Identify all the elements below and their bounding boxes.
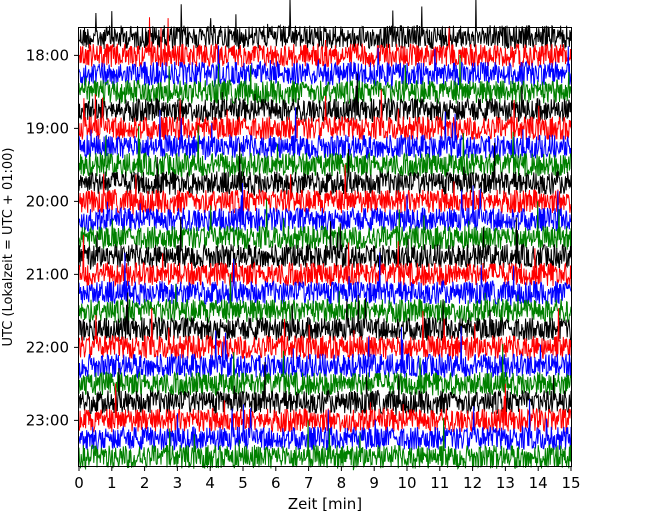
x-tick-label: 11 <box>430 474 449 492</box>
x-tick-label: 6 <box>271 474 281 492</box>
trace-row-7 <box>78 125 572 178</box>
y-tick-label: 20:00 <box>26 192 69 210</box>
y-axis: 18:00 19:00 20:00 21:00 22:00 23:00 <box>26 46 79 429</box>
trace-row-9 <box>78 164 572 215</box>
trace-row-6 <box>78 107 572 163</box>
trace-row-21 <box>78 383 572 437</box>
x-axis: 0 1 2 3 4 5 6 7 8 9 10 11 12 13 14 15 <box>74 466 581 492</box>
trace-row-15 <box>78 273 572 324</box>
x-tick-label: 4 <box>205 474 215 492</box>
trace-row-14 <box>78 252 572 307</box>
trace-row-16 <box>78 292 572 346</box>
trace-row-11 <box>78 198 572 256</box>
trace-row-3 <box>78 54 572 106</box>
x-tick-label: 14 <box>529 474 548 492</box>
trace-row-22 <box>78 399 572 456</box>
x-tick-label: 12 <box>463 474 482 492</box>
y-tick-label: 19:00 <box>26 119 69 137</box>
x-tick-label: 8 <box>337 474 347 492</box>
trace-row-18 <box>78 326 572 382</box>
x-tick-label: 9 <box>369 474 379 492</box>
trace-row-17 <box>78 308 572 365</box>
trace-row-19 <box>78 343 572 398</box>
y-tick-label: 22:00 <box>26 338 69 356</box>
y-tick-label: 23:00 <box>26 411 69 429</box>
x-tick-label: 7 <box>304 474 314 492</box>
plot-frame <box>78 27 572 467</box>
trace-row-12 <box>78 216 572 273</box>
x-tick-label: 13 <box>496 474 515 492</box>
x-tick-label: 15 <box>561 474 580 492</box>
x-tick-label: 0 <box>74 474 84 492</box>
trace-group <box>78 0 572 471</box>
trace-row-8 <box>78 142 572 197</box>
y-tick-label: 18:00 <box>26 46 69 64</box>
x-tick-label: 10 <box>397 474 416 492</box>
x-tick-label: 1 <box>107 474 117 492</box>
trace-row-10 <box>78 182 572 236</box>
y-tick-label: 21:00 <box>26 265 69 283</box>
x-tick-label: 3 <box>173 474 183 492</box>
x-tick-label: 5 <box>238 474 248 492</box>
trace-row-5 <box>78 89 572 146</box>
y-axis-label: UTC (Lokalzeit = UTC + 01:00) <box>1 148 16 347</box>
trace-row-23 <box>78 417 572 471</box>
trace-row-20 <box>78 361 572 416</box>
trace-row-13 <box>78 234 572 288</box>
x-tick-label: 2 <box>140 474 150 492</box>
x-axis-label: Zeit [min] <box>288 495 362 513</box>
